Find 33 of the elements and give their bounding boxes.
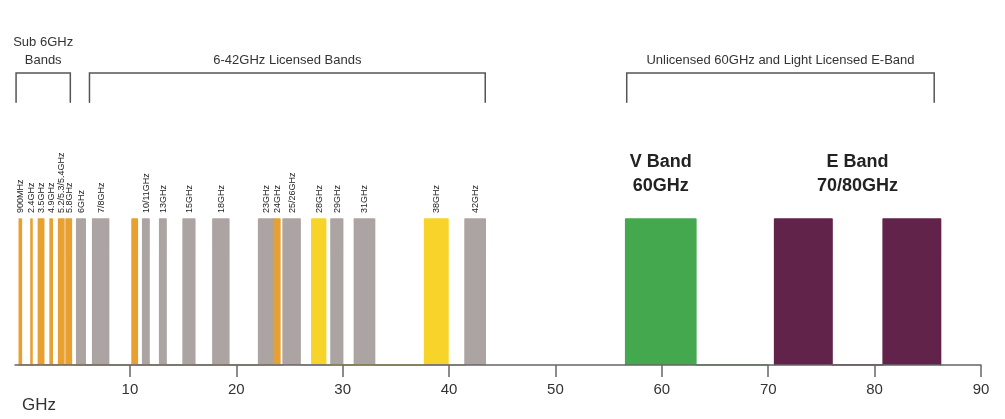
x-tick-label: 20 [227,380,245,397]
annotation: 4.9GHz [46,181,57,213]
annotation: 10/11GHz [140,172,151,213]
annotation: 2.4GHz [26,181,37,213]
series-label: Sub 6GHz Bands [13,33,74,67]
annotation: 900MHz [15,178,26,213]
annotation: 6GHz [75,189,86,213]
x-axis-title: GHz [22,395,56,414]
x-tick-label: 70 [759,380,777,397]
x-tick-label: 10 [121,380,139,397]
series-label: V Band 60GHz [629,151,692,195]
annotation: 31GHz [359,184,370,213]
annotation: 24GHz [271,184,282,213]
annotation: 15GHz [183,184,194,213]
annotation: 13GHz [157,184,168,213]
x-tick-label: 40 [440,380,458,397]
x-tick-label: 50 [547,380,564,397]
x-tick-label: 90 [972,380,990,397]
annotation: 25/26GHz [286,171,297,213]
annotation: 3.5GHz [36,181,47,213]
x-tick-label: 30 [334,380,352,397]
series-label: Unlicensed 60GHz and Light Licensed E-Band [646,51,915,67]
annotation: 38GHz [431,184,442,213]
annotation: 18GHz [215,184,226,213]
x-tick-label: 60 [653,380,671,397]
annotation: 29GHz [331,184,342,213]
series-label: 6-42GHz Licensed Bands [213,51,362,67]
series-label: E Band 70/80GHz [817,151,899,195]
annotation: 23GHz [261,184,272,213]
annotation: 42GHz [470,184,481,213]
x-tick-label: 80 [866,380,883,397]
annotation: 28GHz [313,184,324,213]
annotation: 7/8GHz [95,181,106,213]
